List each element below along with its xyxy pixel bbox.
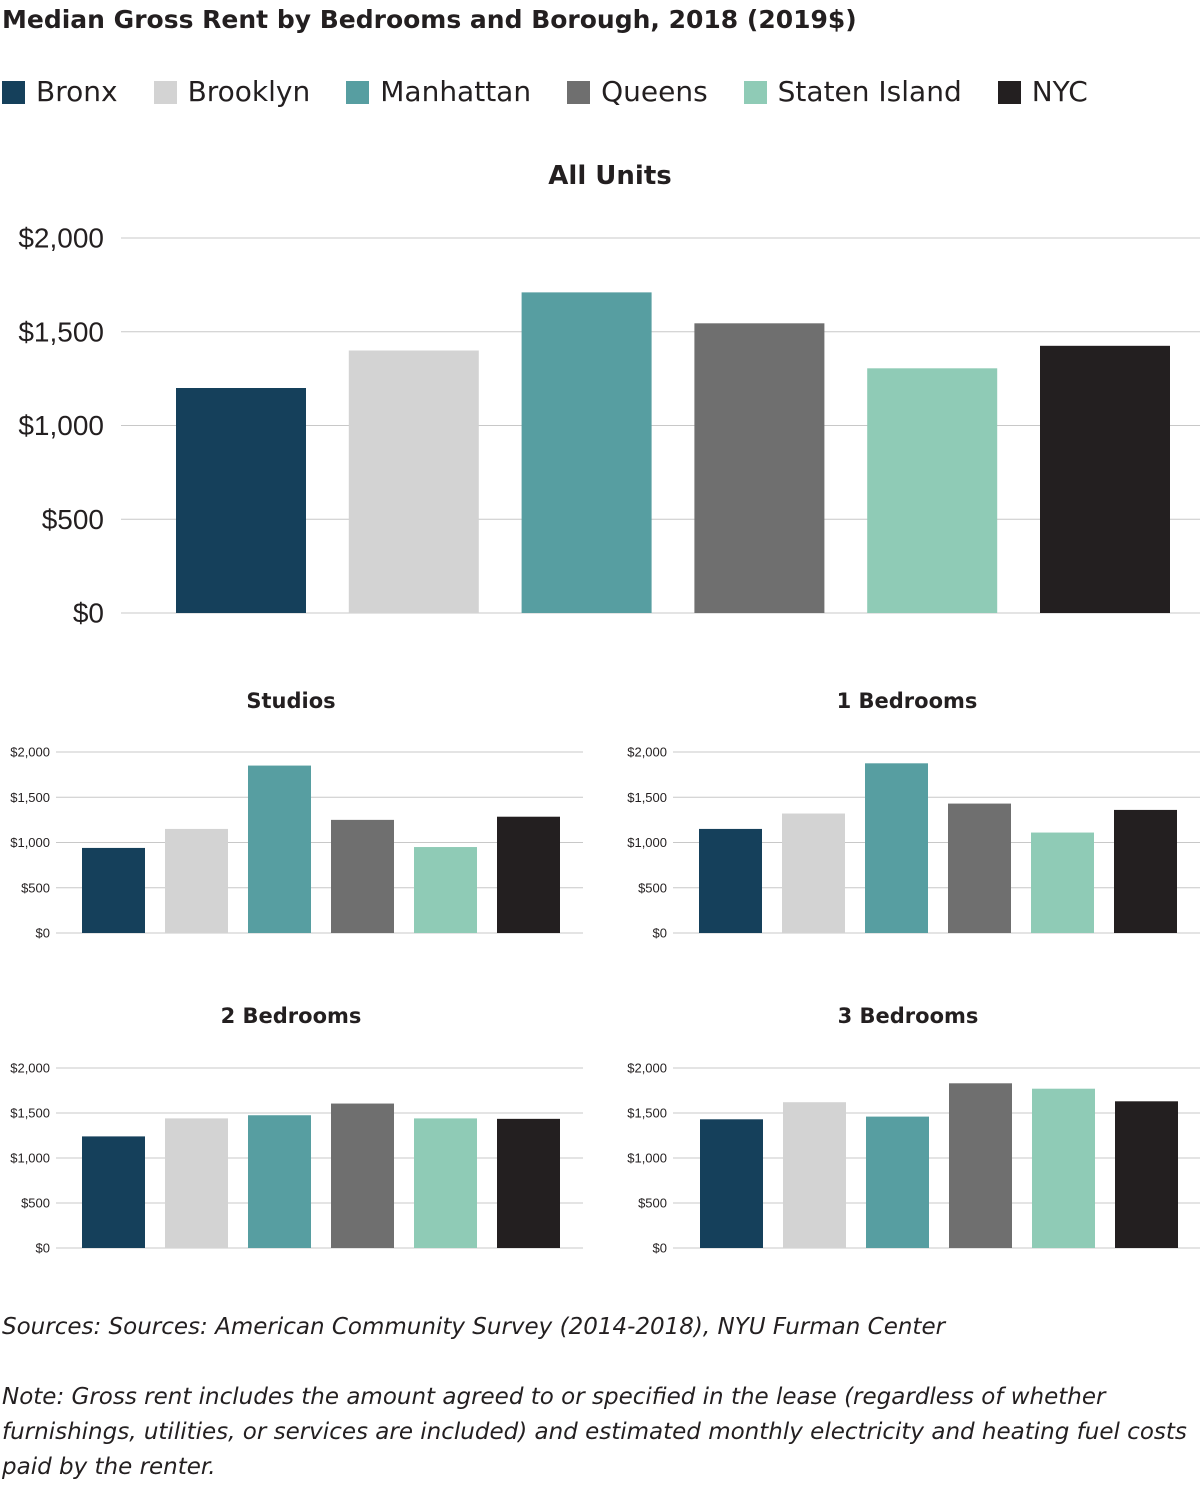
2-bedrooms-y-tick-label: $0 bbox=[36, 1241, 50, 1256]
legend-item-bronx: Bronx bbox=[2, 72, 118, 112]
studios-y-tick-label: $500 bbox=[21, 880, 50, 895]
2-bedrooms-panel-title: 2 Bedrooms bbox=[221, 1004, 362, 1028]
chart-1-bedrooms: 1 Bedrooms $0 $500 $1,000 $1,500 $2,000 bbox=[627, 689, 1200, 941]
studios-bar-manhattan bbox=[248, 765, 311, 933]
legend-swatch-queens bbox=[567, 80, 591, 104]
legend-label-manhattan: Manhattan bbox=[380, 75, 532, 108]
3-bedrooms-bar-queens bbox=[949, 1083, 1012, 1248]
studios-bar-staten-island bbox=[414, 847, 477, 933]
sources-text: Sources: Sources: American Community Sur… bbox=[2, 1314, 946, 1340]
legend-label-brooklyn: Brooklyn bbox=[187, 75, 311, 108]
all-units-bar-staten-island bbox=[867, 368, 998, 613]
3-bedrooms-y-tick-label: $2,000 bbox=[627, 1061, 667, 1076]
2-bedrooms-bar-brooklyn bbox=[165, 1118, 228, 1248]
legend: Bronx Brooklyn Manhattan Queens Staten I… bbox=[2, 72, 1124, 112]
all-units-bar-bronx bbox=[176, 388, 306, 613]
legend-swatch-brooklyn bbox=[153, 80, 177, 104]
legend-item-manhattan: Manhattan bbox=[346, 72, 531, 112]
1-bedrooms-y-tick-label: $2,000 bbox=[627, 745, 667, 760]
chart-3-bedrooms: 3 Bedrooms $0 $500 $1,000 $1,500 $2,000 bbox=[627, 1004, 1200, 1256]
studios-bar-brooklyn bbox=[165, 828, 228, 933]
2-bedrooms-bar-bronx bbox=[82, 1136, 145, 1248]
2-bedrooms-bar-queens bbox=[331, 1103, 394, 1248]
3-bedrooms-y-tick-label: $0 bbox=[653, 1241, 667, 1256]
1-bedrooms-bar-staten-island bbox=[1031, 832, 1094, 933]
legend-swatch-bronx bbox=[2, 80, 25, 104]
legend-item-staten-island: Staten Island bbox=[743, 72, 962, 112]
legend-item-brooklyn: Brooklyn bbox=[153, 72, 311, 112]
studios-y-tick-label: $1,500 bbox=[10, 790, 50, 805]
3-bedrooms-panel-title: 3 Bedrooms bbox=[838, 1004, 979, 1028]
3-bedrooms-bar-bronx bbox=[700, 1119, 763, 1248]
legend-item-nyc: NYC bbox=[997, 72, 1088, 112]
chart-2-bedrooms: 2 Bedrooms $0 $500 $1,000 $1,500 $2,000 bbox=[10, 1004, 583, 1256]
3-bedrooms-bar-staten-island bbox=[1032, 1088, 1095, 1248]
all-units-bar-manhattan bbox=[521, 292, 652, 613]
studios-y-tick-label: $1,000 bbox=[10, 835, 50, 850]
2-bedrooms-y-tick-label: $1,500 bbox=[10, 1106, 50, 1121]
legend-item-queens: Queens bbox=[567, 72, 708, 112]
2-bedrooms-y-tick-label: $2,000 bbox=[10, 1061, 50, 1076]
all-units-y-tick-label: $0 bbox=[73, 598, 104, 629]
3-bedrooms-y-tick-label: $500 bbox=[638, 1196, 667, 1211]
chart-all-units: All Units $0 $500 $1,000 $1,500 $2,000 bbox=[18, 161, 1200, 629]
1-bedrooms-panel-title: 1 Bedrooms bbox=[837, 689, 978, 713]
chart-studios: Studios $0 $500 $1,000 $1,500 $2,000 bbox=[10, 689, 583, 941]
1-bedrooms-y-tick-label: $500 bbox=[638, 880, 667, 895]
legend-label-bronx: Bronx bbox=[36, 75, 118, 108]
3-bedrooms-y-tick-label: $1,000 bbox=[627, 1151, 667, 1166]
studios-panel-title: Studios bbox=[246, 689, 335, 713]
3-bedrooms-bar-brooklyn bbox=[783, 1102, 846, 1248]
all-units-bar-brooklyn bbox=[348, 350, 479, 613]
2-bedrooms-bar-manhattan bbox=[248, 1115, 311, 1248]
all-units-y-tick-label: $1,500 bbox=[18, 316, 104, 347]
all-units-panel-title: All Units bbox=[548, 161, 671, 191]
legend-label-staten-island: Staten Island bbox=[777, 75, 962, 108]
note-text: Note: Gross rent includes the amount agr… bbox=[2, 1384, 1187, 1480]
studios-y-tick-label: $2,000 bbox=[10, 745, 50, 760]
legend-swatch-nyc bbox=[997, 80, 1021, 104]
legend-label-nyc: NYC bbox=[1031, 75, 1088, 108]
legend-swatch-staten-island bbox=[743, 80, 767, 104]
1-bedrooms-bar-brooklyn bbox=[782, 813, 845, 933]
3-bedrooms-y-tick-label: $1,500 bbox=[627, 1106, 667, 1121]
all-units-y-tick-label: $1,000 bbox=[18, 410, 104, 441]
1-bedrooms-bar-bronx bbox=[699, 828, 762, 933]
2-bedrooms-y-tick-label: $500 bbox=[21, 1196, 50, 1211]
studios-bar-nyc bbox=[497, 816, 560, 933]
1-bedrooms-y-tick-label: $1,500 bbox=[627, 790, 667, 805]
studios-bar-queens bbox=[331, 819, 394, 933]
1-bedrooms-y-tick-label: $1,000 bbox=[627, 835, 667, 850]
2-bedrooms-bar-nyc bbox=[497, 1118, 560, 1248]
3-bedrooms-bar-manhattan bbox=[866, 1116, 929, 1248]
legend-label-queens: Queens bbox=[601, 75, 708, 108]
all-units-bar-nyc bbox=[1040, 345, 1170, 613]
all-units-bar-queens bbox=[694, 323, 825, 613]
all-units-y-tick-label: $500 bbox=[42, 504, 104, 535]
3-bedrooms-bar-nyc bbox=[1115, 1101, 1178, 1248]
studios-bar-bronx bbox=[82, 847, 145, 933]
1-bedrooms-bar-nyc bbox=[1114, 809, 1177, 933]
studios-y-tick-label: $0 bbox=[36, 926, 50, 941]
2-bedrooms-bar-staten-island bbox=[414, 1118, 477, 1248]
page-title: Median Gross Rent by Bedrooms and Boroug… bbox=[2, 5, 857, 34]
all-units-y-tick-label: $2,000 bbox=[18, 223, 104, 254]
1-bedrooms-y-tick-label: $0 bbox=[653, 926, 667, 941]
2-bedrooms-y-tick-label: $1,000 bbox=[10, 1151, 50, 1166]
legend-swatch-manhattan bbox=[346, 80, 370, 104]
1-bedrooms-bar-queens bbox=[948, 803, 1011, 933]
1-bedrooms-bar-manhattan bbox=[865, 763, 928, 933]
